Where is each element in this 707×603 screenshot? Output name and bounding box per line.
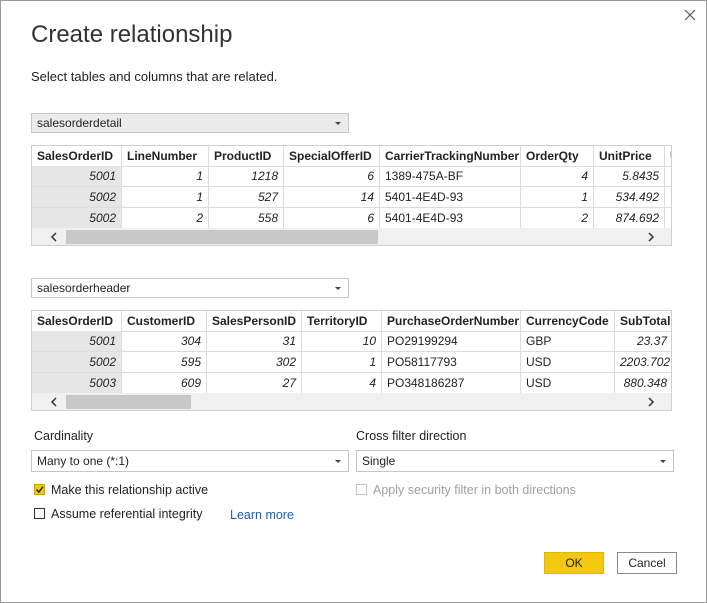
scrollbar-thumb[interactable] — [66, 230, 378, 244]
table-cell: 880.348 — [615, 373, 672, 394]
table-cell: 14 — [284, 187, 380, 208]
column-header[interactable]: CurrencyCode — [521, 311, 615, 332]
checkbox — [356, 484, 367, 495]
close-button[interactable] — [684, 9, 696, 21]
selected-cross-filter: Single — [362, 454, 395, 468]
table-cell: 1 — [521, 187, 594, 208]
table-cell: 5001 — [32, 166, 122, 187]
table-cell: 609 — [122, 373, 207, 394]
table-cell: 5003 — [32, 373, 122, 394]
scrollbar[interactable] — [32, 393, 672, 411]
table-cell: 10 — [302, 331, 382, 352]
table-cell: 1 — [122, 187, 209, 208]
column-header[interactable]: SalesOrderID — [32, 146, 122, 167]
table-cell: 595 — [122, 352, 207, 373]
table-cell: 1 — [302, 352, 382, 373]
table-cell: 874.692 — [594, 208, 665, 229]
column-header[interactable]: TerritoryID — [302, 311, 382, 332]
dialog-title: Create relationship — [31, 21, 232, 49]
ok-button[interactable]: OK — [544, 552, 604, 574]
table-select[interactable]: salesorderheader — [31, 278, 349, 298]
table-cell: GBP — [521, 331, 615, 352]
column-header[interactable]: ProductID — [209, 146, 284, 167]
table-cell: 31 — [207, 331, 302, 352]
column-header[interactable]: U — [665, 146, 672, 167]
table-cell: 6 — [284, 208, 380, 229]
cardinality-select[interactable]: Many to one (*:1) — [31, 450, 349, 472]
table-cell: 23.37 — [615, 331, 672, 352]
checkbox-label: Apply security filter in both directions — [373, 483, 576, 497]
table-cell: 1389-475A-BF — [380, 166, 521, 187]
checkbox-label[interactable]: Assume referential integrity — [51, 507, 202, 521]
column-header[interactable]: SalesOrderID — [32, 311, 122, 332]
cardinality-label: Cardinality — [34, 429, 93, 443]
scrollbar-thumb[interactable] — [66, 395, 191, 409]
table-cell: 5002 — [32, 208, 122, 229]
column-header[interactable]: CustomerID — [122, 311, 207, 332]
column-header[interactable]: OrderQty — [521, 146, 594, 167]
preview-table: SalesOrderID500150025003 CustomerID304595… — [31, 310, 672, 411]
table-cell: 5002 — [32, 187, 122, 208]
table-cell — [665, 208, 672, 229]
checkbox[interactable] — [34, 508, 45, 519]
table-cell: USD — [521, 373, 615, 394]
table-cell: 5401-4E4D-93 — [380, 208, 521, 229]
table-cell: PO58117793 — [382, 352, 521, 373]
table-cell: 4 — [521, 166, 594, 187]
preview-table: SalesOrderID500150025002LineNumber112Pro… — [31, 145, 672, 246]
table-cell: 304 — [122, 331, 207, 352]
scroll-left[interactable] — [50, 232, 58, 242]
table-cell: 4 — [302, 373, 382, 394]
table-cell: 5002 — [32, 352, 122, 373]
scrollbar[interactable] — [32, 228, 672, 246]
table-cell: 5.8435 — [594, 166, 665, 187]
table-cell: 534.492 — [594, 187, 665, 208]
table-cell: 2203.702 — [615, 352, 672, 373]
table-cell: 5401-4E4D-93 — [380, 187, 521, 208]
table-cell — [665, 166, 672, 187]
table-cell: 527 — [209, 187, 284, 208]
check-mark — [35, 485, 44, 494]
scroll-right[interactable] — [647, 397, 655, 407]
column-header[interactable]: LineNumber — [122, 146, 209, 167]
learn-more-link[interactable]: Learn more — [230, 508, 294, 522]
table-cell: PO29199294 — [382, 331, 521, 352]
selected-table: salesorderheader — [37, 281, 130, 295]
table-cell: 27 — [207, 373, 302, 394]
table-cell: 6 — [284, 166, 380, 187]
column-header[interactable]: CarrierTrackingNumber — [380, 146, 521, 167]
table-cell: 1 — [122, 166, 209, 187]
table-cell: USD — [521, 352, 615, 373]
table-cell: 1218 — [209, 166, 284, 187]
checkbox[interactable] — [34, 484, 45, 495]
cross-filter-label: Cross filter direction — [356, 429, 466, 443]
dialog-subtitle: Select tables and columns that are relat… — [31, 69, 277, 84]
scroll-left[interactable] — [50, 397, 58, 407]
selected-cardinality: Many to one (*:1) — [37, 454, 129, 468]
cross-filter-select[interactable]: Single — [356, 450, 674, 472]
checkbox-label[interactable]: Make this relationship active — [51, 483, 208, 497]
scroll-right[interactable] — [647, 232, 655, 242]
column-header[interactable]: PurchaseOrderNumber — [382, 311, 521, 332]
table-cell: 558 — [209, 208, 284, 229]
cancel-button[interactable]: Cancel — [617, 552, 677, 574]
table-cell: 2 — [521, 208, 594, 229]
table-cell — [665, 187, 672, 208]
table-cell: 2 — [122, 208, 209, 229]
table-cell: 302 — [207, 352, 302, 373]
column-header[interactable]: UnitPrice — [594, 146, 665, 167]
column-header[interactable]: SubTotal — [615, 311, 672, 332]
column-header[interactable]: SalesPersonID — [207, 311, 302, 332]
table-select[interactable]: salesorderdetail — [31, 113, 349, 133]
table-cell: PO348186287 — [382, 373, 521, 394]
selected-table: salesorderdetail — [37, 116, 122, 130]
table-cell: 5001 — [32, 331, 122, 352]
column-header[interactable]: SpecialOfferID — [284, 146, 380, 167]
